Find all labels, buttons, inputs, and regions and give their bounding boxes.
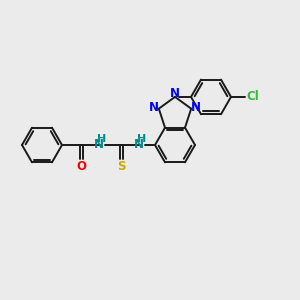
Text: H: H [137, 134, 147, 144]
Text: Cl: Cl [247, 90, 260, 104]
Text: N: N [94, 137, 104, 151]
Text: H: H [98, 134, 106, 144]
Text: N: N [149, 101, 159, 114]
Text: O: O [76, 160, 86, 172]
Text: N: N [191, 101, 201, 114]
Text: N: N [170, 87, 180, 101]
Text: S: S [117, 160, 125, 172]
Text: N: N [134, 137, 144, 151]
